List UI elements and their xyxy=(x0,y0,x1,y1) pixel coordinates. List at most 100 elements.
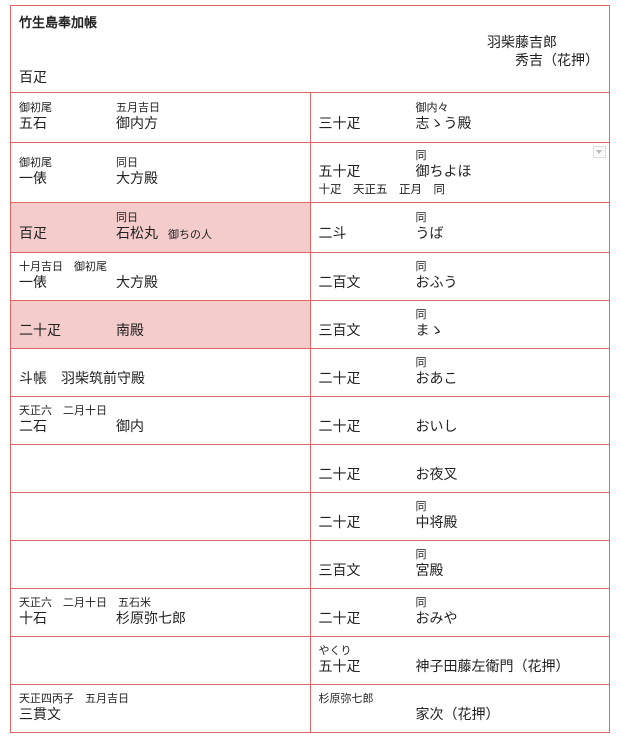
right-entry-cell[interactable]: 同二百文 おふう xyxy=(309,252,610,301)
entry-note: 天正六 二月十日 xyxy=(19,404,107,417)
entry-donor-name: 志ゝう殿 xyxy=(415,116,472,132)
entry-date-note: 同日 xyxy=(116,211,138,224)
right-entry-cell[interactable]: 同三百文 宮殿 xyxy=(309,540,610,589)
entry-main-line: 三十疋 志ゝう殿 xyxy=(319,115,602,134)
entry-donor: おあこ xyxy=(416,370,458,389)
entry-amount: 二十疋 xyxy=(318,467,361,483)
entry-amount: 二十疋 xyxy=(318,371,361,387)
entry-donor-name: おみや xyxy=(415,611,458,627)
left-entry-cell[interactable] xyxy=(10,444,311,493)
entry-date-note: 同 xyxy=(415,149,427,162)
entry-main-line: 十石 杉原弥七郎 xyxy=(19,610,302,629)
entry-note-line xyxy=(319,404,602,418)
entry-donor: おふう xyxy=(416,274,458,293)
right-entry-cell[interactable]: 同二十疋 中将殿 xyxy=(309,492,610,541)
entry-amount: 十石 xyxy=(19,611,47,627)
dropdown-arrow-icon[interactable] xyxy=(593,146,606,158)
left-entry-cell[interactable]: 御初尾 五月吉日 五石 御内方 xyxy=(10,92,311,143)
entry-note: 十月吉日 御初尾 xyxy=(19,260,107,273)
left-entry-cell[interactable]: 天正四丙子 五月吉日 三貫文 xyxy=(10,684,311,733)
entry-date-note: 同 xyxy=(415,596,427,609)
entry-main-line: 二十疋 おあこ xyxy=(319,370,602,389)
entry-main-line: 家次（花押） xyxy=(319,706,602,725)
entry-main-line: 二十疋 南殿 xyxy=(19,322,302,341)
entry-note-line: 同 xyxy=(319,596,602,610)
entry-main-line: 二石 御内 xyxy=(19,418,302,437)
table-row: 天正四丙子 五月吉日 三貫文 杉原弥七郎家次（花押） xyxy=(10,684,610,733)
entry-donor-name: 中将殿 xyxy=(415,515,458,531)
left-entry-cell[interactable]: 斗帳 羽柴筑前守殿 xyxy=(10,348,311,397)
entry-amount: 五十疋 xyxy=(318,659,361,675)
entry-main-line: 二十疋 中将殿 xyxy=(319,514,602,533)
right-entry-cell[interactable]: 同二斗 うば xyxy=(309,202,610,253)
right-entry-cell[interactable]: 同三百文 まゝ xyxy=(309,300,610,349)
entry-note-line: やくり xyxy=(319,644,602,658)
entry-donor: 御ちよほ xyxy=(416,163,472,182)
left-entry-cell[interactable] xyxy=(10,540,311,589)
left-entry-cell[interactable] xyxy=(10,492,311,541)
right-entry-cell[interactable]: 御内々 三十疋 志ゝう殿 xyxy=(309,92,610,143)
left-entry-cell[interactable]: 天正六 二月十日 二石 御内 xyxy=(10,396,311,445)
table-row: 同三百文 宮殿 xyxy=(10,540,610,589)
entry-note-line: 同 xyxy=(319,356,602,370)
entry-donor-name: おふう xyxy=(415,275,458,291)
left-entry-cell[interactable] xyxy=(10,636,311,685)
entry-donor-name: 御ちよほ xyxy=(415,164,472,180)
entry-note-line: 御初尾 同日 xyxy=(19,156,302,170)
entry-amount: 二十疋 xyxy=(19,323,61,339)
entry-note-line: 同 xyxy=(319,548,602,562)
entry-amount: 三十疋 xyxy=(318,116,361,132)
left-entry-cell[interactable]: 二十疋 南殿 xyxy=(10,300,311,349)
entry-donor: 御内 xyxy=(116,418,144,437)
left-entry-cell[interactable]: 十月吉日 御初尾 一俵 大方殿 xyxy=(10,252,311,301)
entry-main-line: 二十疋 お夜叉 xyxy=(319,466,602,485)
entry-note-line: 十月吉日 御初尾 xyxy=(19,260,302,274)
entry-donor: 杉原弥七郎 xyxy=(116,610,186,629)
table-row: 天正六 二月十日 二石 御内 二十疋 おいし xyxy=(10,396,610,445)
entry-note: 杉原弥七郎 xyxy=(318,692,374,705)
entry-donor: 御内方 xyxy=(116,115,158,134)
table-row: 十月吉日 御初尾 一俵 大方殿 同二百文 おふう xyxy=(10,252,610,301)
header-cell: 竹生島奉加帳 羽柴藤吉郎 秀吉（花押） 百疋 xyxy=(10,5,610,93)
entry-note-line: 天正六 二月十日 xyxy=(19,404,302,418)
entry-donor-name: おいし xyxy=(415,419,458,435)
right-entry-cell[interactable]: 同二十疋 おみや xyxy=(309,588,610,637)
entry-extra-note: 御ちの人 xyxy=(168,228,212,241)
entry-amount: 斗帳 羽柴筑前守殿 xyxy=(19,371,145,387)
entry-donor: 志ゝう殿 xyxy=(416,115,472,134)
right-entry-cell[interactable]: やくり 五十疋 神子田藤左衛門（花押） xyxy=(309,636,610,685)
entry-note: 御初尾 xyxy=(19,101,52,114)
table-row: 天正六 二月十日 五石米 十石 杉原弥七郎 同二十疋 おみや xyxy=(10,588,610,637)
table-row: やくり 五十疋 神子田藤左衛門（花押） xyxy=(10,636,610,685)
left-entry-cell[interactable]: 御初尾 同日 一俵 大方殿 xyxy=(10,142,311,203)
entry-donor: 石松丸 御ちの人 xyxy=(116,225,212,244)
right-entry-cell[interactable]: 二十疋 お夜叉 xyxy=(309,444,610,493)
header-amount: 百疋 xyxy=(19,70,47,86)
entry-note-line xyxy=(319,452,602,466)
right-entry-cell[interactable]: 同五十疋 御ちよほ 十疋 天正五 正月 同 xyxy=(309,142,610,203)
entry-main-line: 二十疋 おみや xyxy=(319,610,602,629)
entry-amount: 二百文 xyxy=(318,275,361,291)
left-entry-cell[interactable]: 天正六 二月十日 五石米 十石 杉原弥七郎 xyxy=(10,588,311,637)
entry-note-line: 御内々 xyxy=(319,101,602,115)
entry-date-note: 同 xyxy=(415,548,427,561)
entry-donor-name: 御内方 xyxy=(116,116,158,132)
table-row: 御初尾 同日 一俵 大方殿 同五十疋 御ちよほ 十疋 天正五 正月 同 xyxy=(10,142,610,203)
entry-date-note: 同日 xyxy=(116,156,138,169)
left-entry-cell[interactable]: 同日 百疋 石松丸 御ちの人 xyxy=(10,202,311,253)
entry-donor: 家次（花押） xyxy=(416,706,500,725)
entry-main-line: 二十疋 おいし xyxy=(319,418,602,437)
entry-note-line: 同 xyxy=(319,500,602,514)
entry-note: 御初尾 xyxy=(19,156,52,169)
entry-date-note: 同 xyxy=(415,356,427,369)
entry-date-note: 五月吉日 xyxy=(116,101,160,114)
right-entry-cell[interactable]: 同二十疋 おあこ xyxy=(309,348,610,397)
entry-note-line: 杉原弥七郎 xyxy=(319,692,602,706)
entry-note-line: 御初尾 五月吉日 xyxy=(19,101,302,115)
entry-note-line: 同 xyxy=(319,308,602,322)
entry-main-line: 一俵 大方殿 xyxy=(19,170,302,189)
right-entry-cell[interactable]: 二十疋 おいし xyxy=(309,396,610,445)
entry-amount: 二石 xyxy=(19,419,47,435)
entry-note: 天正六 二月十日 五石米 xyxy=(19,596,151,609)
right-entry-cell[interactable]: 杉原弥七郎家次（花押） xyxy=(309,684,610,733)
